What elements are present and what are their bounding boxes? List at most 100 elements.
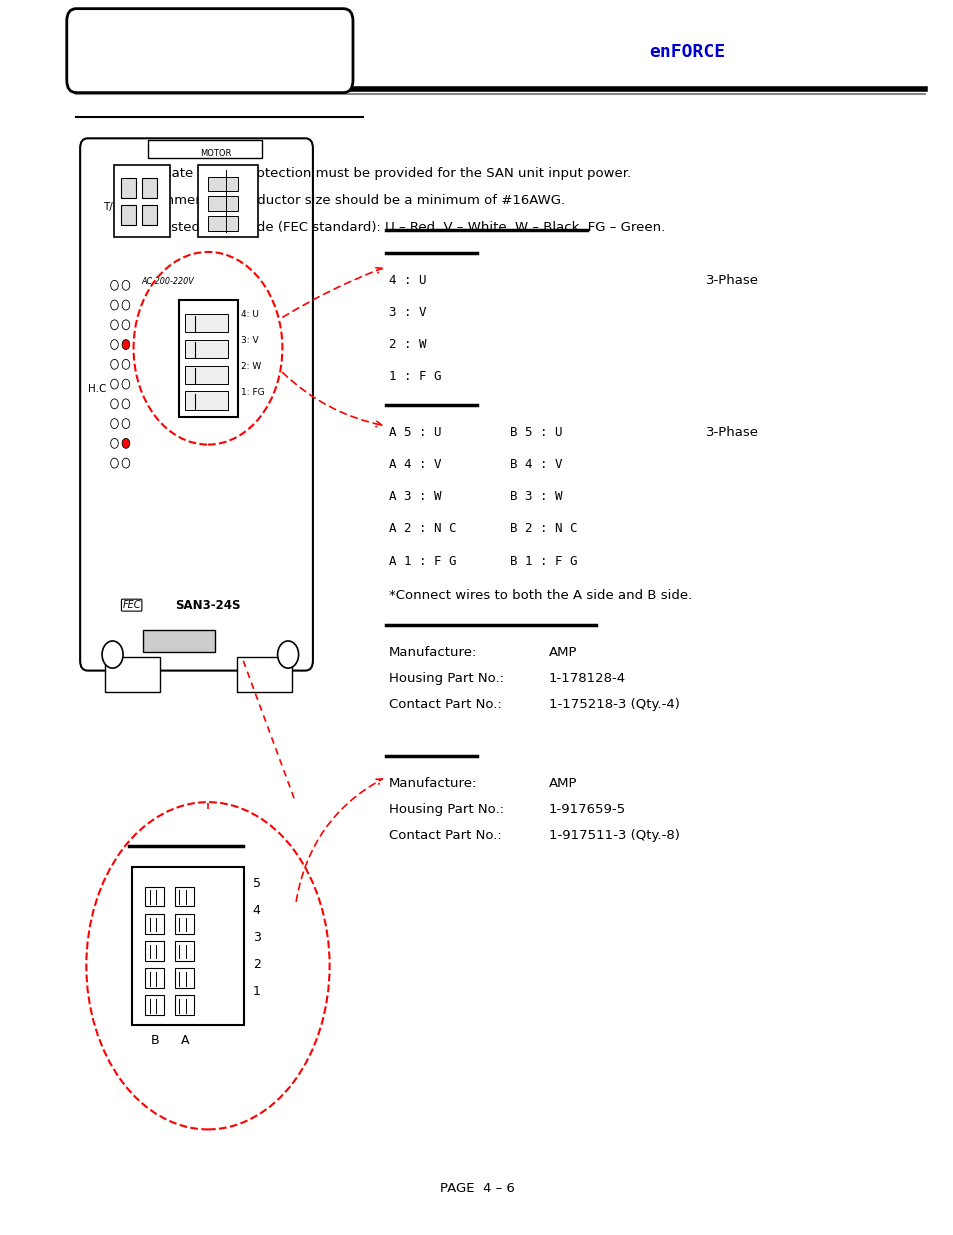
Bar — [185, 340, 228, 358]
Circle shape — [122, 379, 130, 389]
Bar — [145, 968, 164, 988]
Text: 1: FG: 1: FG — [241, 388, 265, 398]
Text: 2 : W: 2 : W — [389, 338, 426, 352]
Text: A 5 : U: A 5 : U — [389, 426, 441, 440]
Text: 1 : F G: 1 : F G — [389, 370, 441, 384]
Bar — [174, 887, 193, 906]
Bar — [121, 205, 136, 225]
Text: Housing Part No.:: Housing Part No.: — [389, 803, 504, 816]
Circle shape — [122, 458, 130, 468]
Circle shape — [122, 399, 130, 409]
Circle shape — [111, 359, 118, 369]
Text: 1-178128-4: 1-178128-4 — [548, 672, 625, 685]
Text: 1: 1 — [253, 986, 260, 998]
Bar — [179, 300, 238, 417]
Text: Housing Part No.:: Housing Part No.: — [389, 672, 504, 685]
Text: 5: 5 — [253, 877, 260, 889]
Bar — [198, 165, 257, 237]
Circle shape — [111, 419, 118, 429]
Bar — [121, 178, 136, 198]
Text: Adequate circuit protection must be provided for the SAN unit input power.: Adequate circuit protection must be prov… — [129, 167, 630, 180]
Circle shape — [122, 419, 130, 429]
Circle shape — [111, 280, 118, 290]
Bar — [208, 177, 238, 191]
Text: 1-917659-5: 1-917659-5 — [548, 803, 625, 816]
Bar — [132, 867, 244, 1025]
Circle shape — [122, 359, 130, 369]
Text: FEC: FEC — [122, 600, 141, 610]
Bar — [185, 391, 228, 410]
Text: Contact Part No.:: Contact Part No.: — [389, 698, 501, 711]
Bar — [174, 995, 193, 1015]
Bar — [236, 657, 292, 692]
Text: B 2 : N C: B 2 : N C — [510, 522, 578, 536]
Circle shape — [111, 379, 118, 389]
FancyBboxPatch shape — [67, 9, 353, 93]
Circle shape — [111, 399, 118, 409]
Bar — [174, 914, 193, 934]
Circle shape — [111, 438, 118, 448]
Bar — [142, 205, 157, 225]
Text: T/D: T/D — [103, 203, 121, 212]
Bar — [208, 216, 238, 231]
Circle shape — [102, 641, 123, 668]
Bar — [142, 178, 157, 198]
Text: *Connect wires to both the A side and B side.: *Connect wires to both the A side and B … — [389, 589, 692, 603]
Text: B 3 : W: B 3 : W — [510, 490, 562, 504]
Text: 3: V: 3: V — [241, 336, 258, 346]
Text: 4 : U: 4 : U — [389, 274, 426, 288]
Text: B 1 : F G: B 1 : F G — [510, 555, 578, 568]
Bar — [114, 165, 170, 237]
Text: 3-Phase: 3-Phase — [705, 426, 759, 440]
Text: Recommended conductor size should be a minimum of #16AWG.: Recommended conductor size should be a m… — [129, 194, 564, 207]
Text: A: A — [181, 1034, 189, 1047]
Text: H.C: H.C — [88, 384, 107, 394]
Text: 1-175218-3 (Qty.-4): 1-175218-3 (Qty.-4) — [548, 698, 679, 711]
Text: AC 200-220V: AC 200-220V — [141, 277, 193, 287]
Bar — [174, 941, 193, 961]
Circle shape — [122, 300, 130, 310]
Bar — [145, 887, 164, 906]
Bar — [208, 196, 238, 211]
Text: B 4 : V: B 4 : V — [510, 458, 562, 472]
Text: Manufacture:: Manufacture: — [389, 646, 477, 659]
Circle shape — [111, 458, 118, 468]
Text: 1-917511-3 (Qty.-8): 1-917511-3 (Qty.-8) — [548, 829, 679, 842]
Bar — [145, 914, 164, 934]
Text: 2: W: 2: W — [241, 362, 261, 372]
Bar — [145, 995, 164, 1015]
Text: enFORCE: enFORCE — [648, 43, 724, 61]
Text: 3-Phase: 3-Phase — [705, 274, 759, 288]
Text: 3 : V: 3 : V — [389, 306, 426, 320]
Text: 3: 3 — [253, 931, 260, 944]
Text: 4: 4 — [253, 904, 260, 916]
Text: SAN3-24S: SAN3-24S — [175, 599, 240, 611]
Text: 2: 2 — [253, 958, 260, 971]
Circle shape — [277, 641, 298, 668]
Text: A 3 : W: A 3 : W — [389, 490, 441, 504]
Circle shape — [122, 280, 130, 290]
Text: Suggested color code (FEC standard): U – Red, V – White, W – Black, FG – Green.: Suggested color code (FEC standard): U –… — [129, 221, 664, 235]
Bar — [105, 657, 160, 692]
Text: B 5 : U: B 5 : U — [510, 426, 562, 440]
Text: 4: U: 4: U — [241, 310, 259, 320]
Bar — [174, 968, 193, 988]
Circle shape — [111, 340, 118, 350]
FancyBboxPatch shape — [80, 138, 313, 671]
Circle shape — [111, 320, 118, 330]
Text: B: B — [151, 1034, 160, 1047]
Text: PAGE  4 – 6: PAGE 4 – 6 — [439, 1182, 514, 1194]
Text: Manufacture:: Manufacture: — [389, 777, 477, 790]
Circle shape — [122, 340, 130, 350]
Bar — [143, 630, 214, 652]
Bar — [148, 140, 262, 158]
Circle shape — [122, 320, 130, 330]
Text: Contact Part No.:: Contact Part No.: — [389, 829, 501, 842]
Text: A 1 : F G: A 1 : F G — [389, 555, 456, 568]
Text: A 2 : N C: A 2 : N C — [389, 522, 456, 536]
Bar — [185, 314, 228, 332]
Circle shape — [122, 438, 130, 448]
Text: MOTOR: MOTOR — [200, 149, 232, 158]
Bar — [145, 941, 164, 961]
Text: AMP: AMP — [548, 646, 577, 659]
